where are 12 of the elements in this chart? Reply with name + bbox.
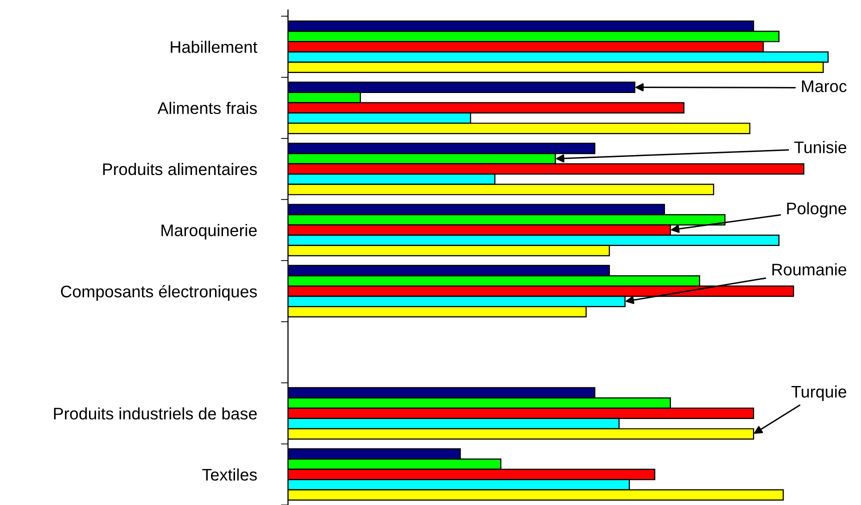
text: Tunisie: [794, 141, 846, 154]
y-tick-label: Composants électroniques: [60, 285, 257, 301]
y-tick-label: Textiles: [202, 468, 257, 481]
series-label: Roumanie: [772, 263, 846, 276]
y-tick-label: Maroquinerie: [162, 224, 257, 240]
text: Turquie: [791, 385, 846, 401]
y-tick-label: Aliments frais: [157, 102, 257, 114]
series-label: Pologne: [787, 202, 846, 218]
text: Maroc: [802, 80, 847, 92]
y-tick-label: Produits alimentaires: [103, 162, 257, 176]
y-tick-label: Habillement: [170, 40, 258, 53]
y-tick-label: Produits industriels de base: [54, 407, 257, 420]
